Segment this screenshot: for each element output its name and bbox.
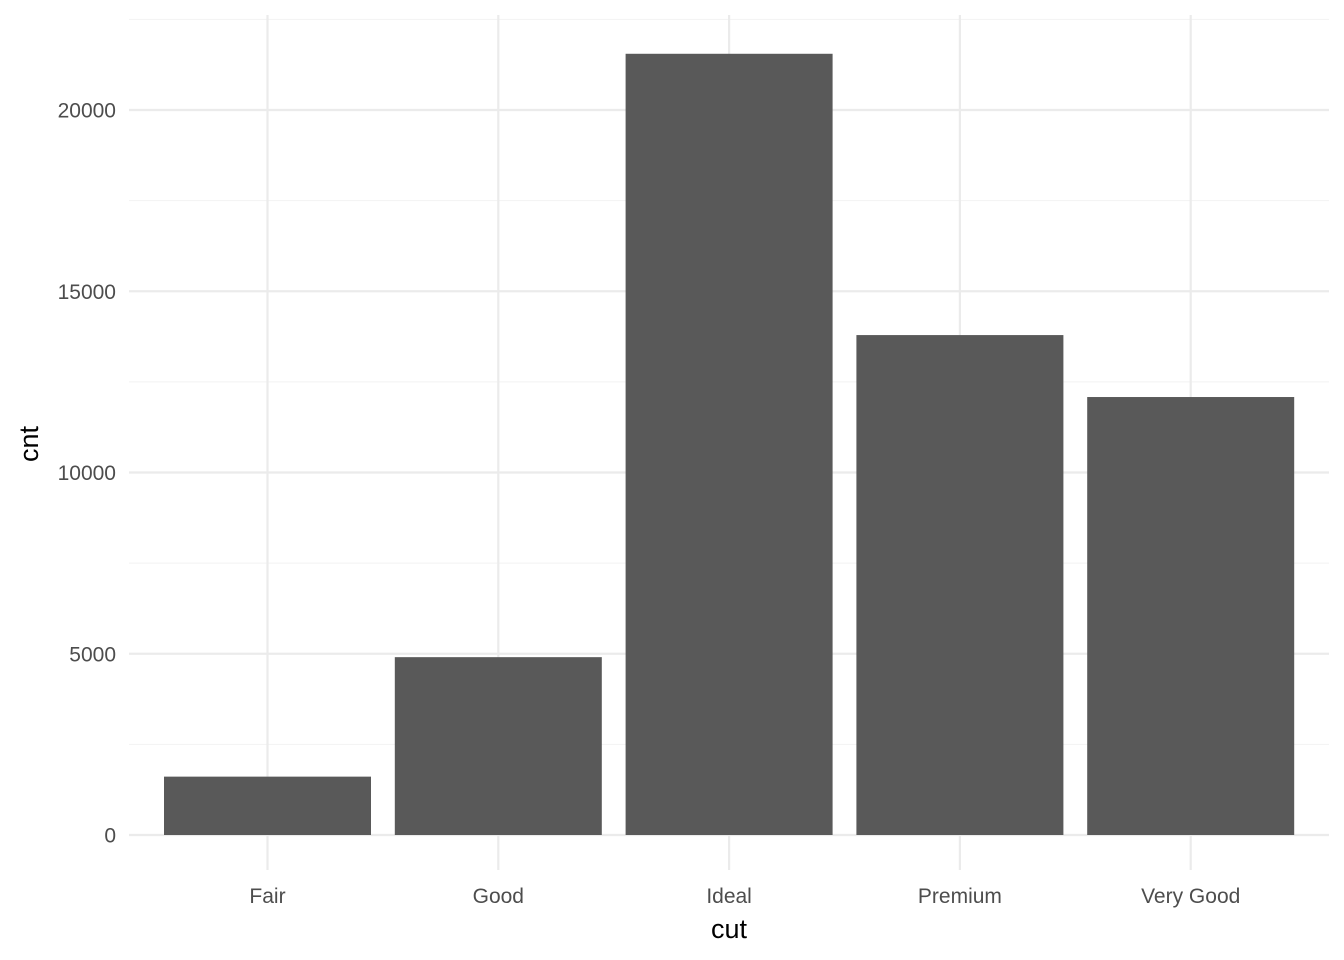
- y-tick-label: 15000: [58, 281, 116, 304]
- x-axis-ticks: Fair Good Ideal Premium Very Good: [249, 885, 1240, 908]
- bar-premium: [856, 335, 1064, 835]
- bar-ideal: [625, 53, 833, 836]
- x-tick-label: Good: [473, 885, 524, 908]
- y-tick-label: 10000: [58, 462, 116, 485]
- bars: [164, 53, 1295, 836]
- y-axis-title: cnt: [14, 425, 44, 462]
- x-axis-title: cut: [711, 914, 748, 944]
- y-tick-label: 20000: [58, 100, 116, 123]
- x-tick-label: Ideal: [706, 885, 752, 908]
- x-tick-label: Very Good: [1141, 885, 1240, 908]
- x-tick-label: Premium: [918, 885, 1002, 908]
- bar-good: [394, 657, 602, 835]
- y-axis-ticks: 0 5000 10000 15000 20000: [58, 100, 116, 848]
- bar-fair: [164, 776, 371, 835]
- bar-very-good: [1087, 397, 1295, 835]
- y-tick-label: 5000: [69, 643, 116, 666]
- x-tick-label: Fair: [249, 885, 285, 908]
- y-tick-label: 0: [104, 825, 116, 848]
